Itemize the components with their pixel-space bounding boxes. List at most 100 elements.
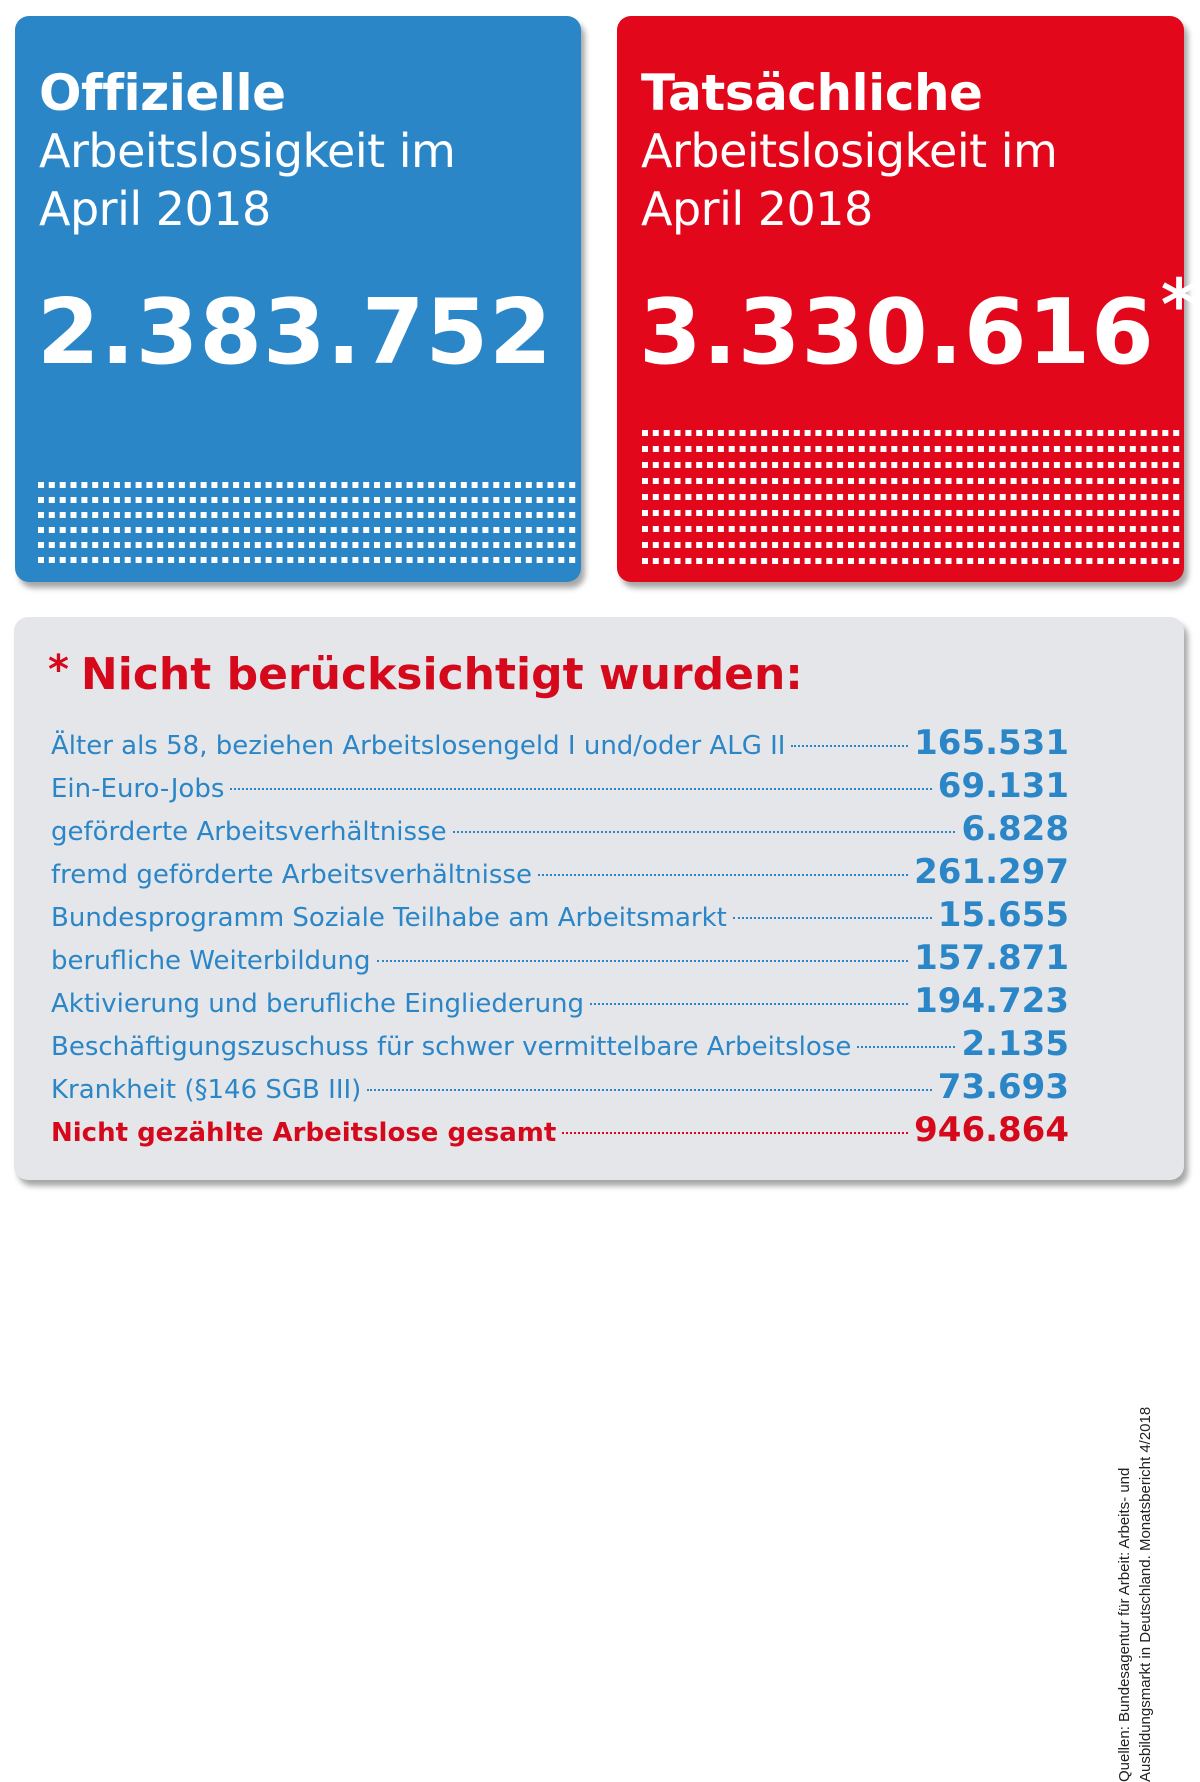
pattern-dot — [352, 512, 359, 518]
pattern-dot — [782, 430, 789, 436]
pattern-dot — [685, 558, 692, 564]
pattern-dot — [1043, 494, 1050, 500]
pattern-dot — [717, 462, 724, 468]
pattern-dot — [428, 527, 435, 533]
pattern-dot — [750, 510, 757, 516]
pattern-dot — [913, 558, 919, 564]
pattern-dot — [48, 527, 55, 533]
pattern-dot — [1032, 430, 1039, 436]
pattern-dot — [1043, 526, 1050, 532]
pattern-dot — [374, 512, 380, 518]
pattern-dot — [978, 478, 984, 484]
pattern-dot — [1162, 430, 1169, 436]
pattern-dot — [363, 542, 370, 548]
pattern-dot — [449, 527, 456, 533]
pattern-dot — [739, 558, 746, 564]
pattern-dot — [782, 542, 789, 548]
row-value: 69.131 — [937, 766, 1069, 806]
pattern-dot — [113, 527, 120, 533]
pattern-dot — [967, 510, 974, 516]
pattern-dot — [988, 510, 995, 516]
pattern-dot — [826, 462, 833, 468]
pattern-dot — [902, 542, 909, 548]
pattern-dot — [1032, 526, 1039, 532]
pattern-dot — [493, 512, 500, 518]
pattern-dot — [439, 542, 446, 548]
pattern-dot — [287, 512, 294, 518]
pattern-dot — [880, 542, 887, 548]
pattern-dot — [558, 512, 565, 518]
pattern-dot — [1032, 462, 1039, 468]
actual-heading-line1: Arbeitslosigkeit im — [641, 124, 1058, 178]
pattern-dot — [493, 482, 500, 488]
pattern-dot — [276, 497, 283, 503]
pattern-dot — [157, 527, 164, 533]
pattern-dot — [92, 542, 99, 548]
pattern-dot — [200, 512, 207, 518]
pattern-dot — [1129, 542, 1136, 548]
pattern-dot — [1064, 462, 1071, 468]
pattern-dot — [135, 557, 142, 563]
pattern-dot — [1129, 526, 1136, 532]
pattern-dot — [761, 526, 768, 532]
pattern-dot — [406, 482, 413, 488]
pattern-dot — [804, 446, 811, 452]
pattern-dot — [1075, 526, 1082, 532]
pattern-dot — [945, 430, 952, 436]
pattern-dot — [504, 482, 511, 488]
pattern-dot — [772, 430, 779, 436]
pattern-dot — [276, 542, 283, 548]
pattern-dot — [81, 497, 88, 503]
pattern-dot — [837, 526, 844, 532]
pattern-dot — [1086, 446, 1093, 452]
pattern-dot — [244, 527, 250, 533]
pattern-dot — [923, 510, 930, 516]
pattern-dot — [1053, 430, 1060, 436]
pattern-dot — [923, 478, 930, 484]
pattern-dot — [1151, 542, 1158, 548]
pattern-dot — [298, 482, 305, 488]
pattern-dot — [761, 494, 768, 500]
not-counted-card: * Nicht berücksichtigt wurden: Älter als … — [14, 617, 1184, 1782]
pattern-dot — [569, 512, 576, 518]
pattern-dot — [685, 478, 692, 484]
pattern-dot — [417, 557, 424, 563]
pattern-dot — [341, 557, 348, 563]
pattern-dot — [449, 482, 456, 488]
pattern-dot — [113, 542, 120, 548]
pattern-dot — [848, 558, 854, 564]
pattern-dot — [652, 446, 659, 452]
pattern-dot — [569, 527, 576, 533]
pattern-dot — [330, 557, 337, 563]
pattern-dot — [1064, 526, 1071, 532]
pattern-dot — [663, 478, 670, 484]
dotted-leader — [732, 917, 932, 919]
pattern-dot — [330, 542, 337, 548]
pattern-dot — [934, 462, 941, 468]
pattern-dot — [674, 446, 681, 452]
pattern-dot — [59, 557, 66, 563]
pattern-dot — [157, 542, 164, 548]
pattern-dot — [934, 510, 941, 516]
pattern-dot — [848, 462, 854, 468]
pattern-dot — [1162, 494, 1169, 500]
pattern-dot — [826, 430, 833, 436]
pattern-dot — [685, 494, 692, 500]
pattern-dot — [902, 494, 909, 500]
pattern-dot — [891, 430, 898, 436]
pattern-dot — [772, 510, 779, 516]
pattern-dot — [178, 512, 185, 518]
pattern-dot — [880, 430, 887, 436]
pattern-dot — [352, 497, 359, 503]
pattern-dot — [113, 497, 120, 503]
pattern-dot — [1151, 558, 1158, 564]
actual-heading-bold: Tatsächliche — [641, 64, 983, 122]
pattern-dot — [352, 527, 359, 533]
list-item: berufliche Weiterbildung 157.871 — [51, 937, 1069, 980]
list-item: Ein-Euro-Jobs 69.131 — [51, 765, 1069, 808]
pattern-dot — [815, 510, 822, 516]
pattern-dot — [439, 557, 446, 563]
pattern-dot — [309, 542, 315, 548]
pattern-dot — [913, 446, 919, 452]
pattern-dot — [319, 527, 326, 533]
